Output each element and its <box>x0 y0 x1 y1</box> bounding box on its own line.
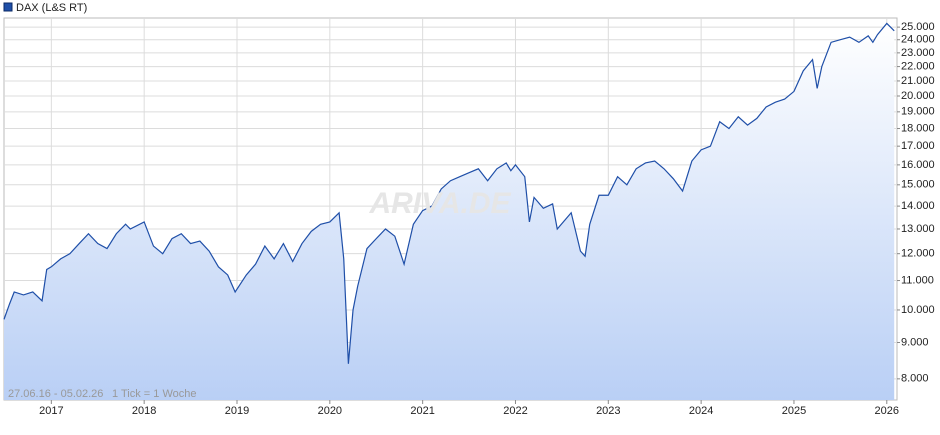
y-tick-label: 8.000 <box>901 373 929 385</box>
x-tick-label: 2025 <box>782 405 806 417</box>
y-tick-label: 15.000 <box>901 179 935 191</box>
y-tick-label: 18.000 <box>901 122 935 134</box>
watermark: ARIVA.DE <box>368 187 511 220</box>
line <box>3 22 895 364</box>
y-tick-label: 22.000 <box>901 60 935 72</box>
y-tick-label: 11.000 <box>901 274 934 286</box>
x-tick-label: 2023 <box>596 405 620 417</box>
x-tick-label: 2020 <box>318 405 342 417</box>
x-tick-label: 2021 <box>410 405 434 417</box>
y-tick-label: 25.000 <box>901 21 935 33</box>
area <box>4 23 895 400</box>
y-tick-label: 16.000 <box>901 159 935 171</box>
tick-note: 1 Tick = 1 Woche <box>112 388 196 400</box>
y-tick-label: 23.000 <box>901 47 935 59</box>
y-tick-label: 20.000 <box>901 90 935 102</box>
y-tick-label: 9.000 <box>901 336 929 348</box>
x-tick-label: 2019 <box>225 405 249 417</box>
x-tick-label: 2024 <box>689 405 713 417</box>
x-tick-label: 2026 <box>875 405 899 417</box>
y-tick-label: 10.000 <box>901 304 935 316</box>
y-tick-label: 24.000 <box>901 34 935 46</box>
legend-swatch <box>3 2 13 12</box>
x-tick-label: 2022 <box>503 405 527 417</box>
x-tick-label: 2018 <box>132 405 156 417</box>
y-tick-label: 19.000 <box>901 106 935 118</box>
legend-label: DAX (L&S RT) <box>16 2 87 14</box>
y-tick-label: 17.000 <box>901 140 935 152</box>
y-tick-label: 12.000 <box>901 248 935 260</box>
y-tick-label: 13.000 <box>901 223 935 235</box>
range-note: 27.06.16 - 05.02.26 <box>8 388 103 400</box>
x-tick-label: 2017 <box>39 405 63 417</box>
y-tick-label: 21.000 <box>901 75 935 87</box>
y-tick-label: 14.000 <box>901 200 935 212</box>
